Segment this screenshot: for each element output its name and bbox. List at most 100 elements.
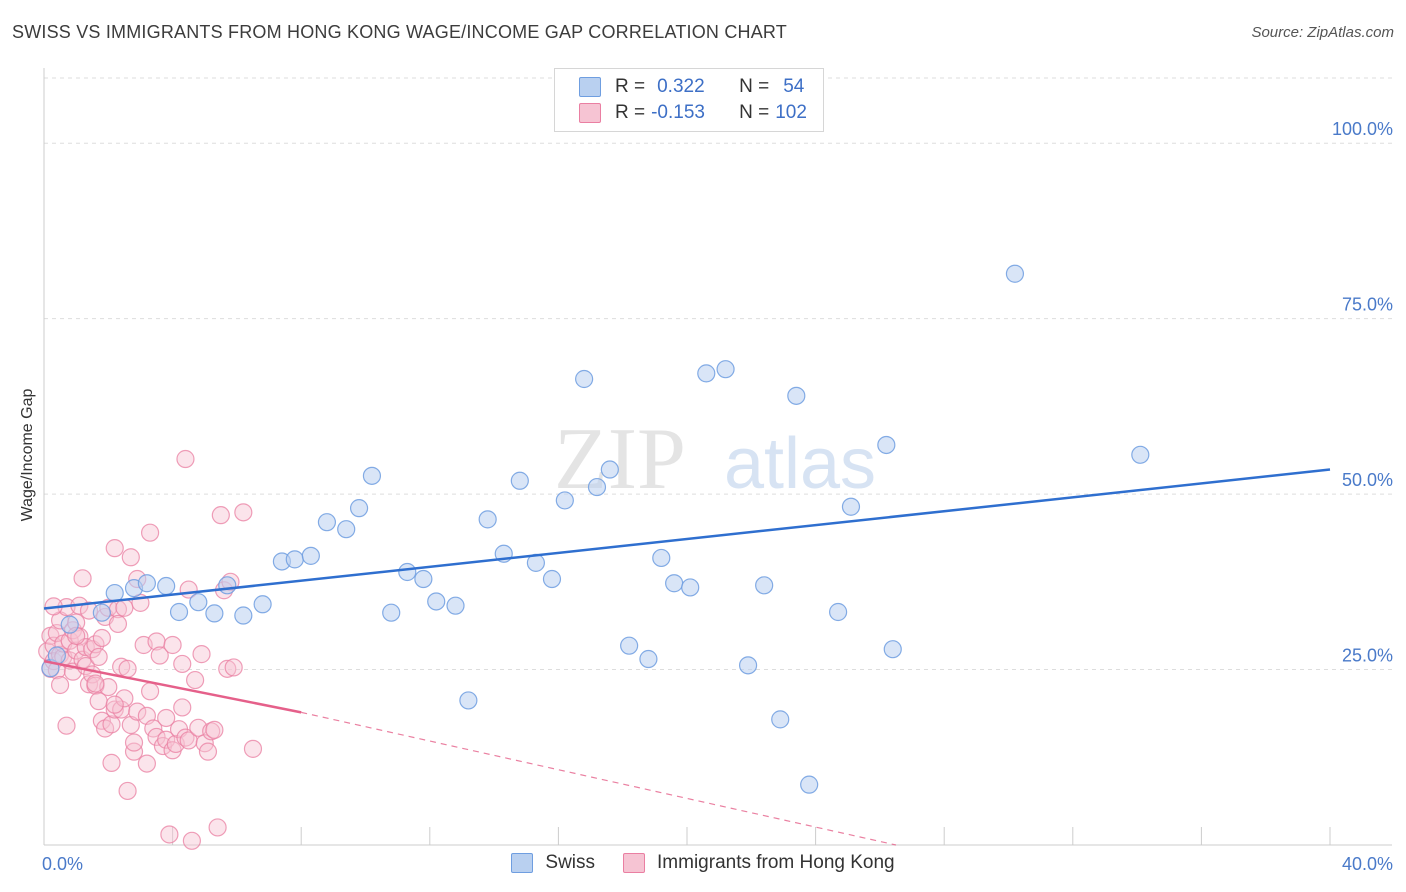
data-point-swiss bbox=[285, 550, 304, 569]
data-point-swiss bbox=[620, 636, 639, 655]
data-point-hong-kong bbox=[105, 539, 124, 558]
y-axis-label: Wage/Income Gap bbox=[19, 388, 36, 522]
legend-label: Swiss bbox=[545, 852, 596, 873]
r-value: -0.153 bbox=[651, 102, 705, 123]
swiss-swatch bbox=[511, 853, 534, 873]
data-point-hong-kong bbox=[208, 818, 227, 837]
y-tick-label: 75.0% bbox=[1342, 295, 1393, 315]
data-point-hong-kong bbox=[50, 675, 70, 695]
data-point-hong-kong bbox=[124, 742, 144, 761]
data-point-swiss bbox=[349, 499, 369, 518]
data-point-hong-kong bbox=[92, 628, 111, 648]
legend-item-swiss[interactable]: Swiss bbox=[511, 852, 595, 874]
data-point-hong-kong bbox=[224, 658, 243, 677]
correlation-legend: R = 0.322 N = 54 R = -0.153 N = 102 bbox=[554, 68, 824, 132]
y-tick-label: 50.0% bbox=[1342, 470, 1393, 490]
data-point-swiss bbox=[787, 386, 806, 405]
data-point-swiss bbox=[427, 592, 446, 611]
r-value: 0.322 bbox=[657, 76, 705, 97]
data-point-swiss bbox=[510, 471, 529, 490]
n-label: N = bbox=[739, 102, 770, 123]
data-point-hong-kong bbox=[218, 659, 237, 678]
x-tick-label-min: 0.0% bbox=[42, 854, 83, 874]
legend-row-hong-kong: R = -0.153 N = 102 bbox=[579, 101, 807, 125]
data-point-swiss bbox=[697, 364, 716, 383]
data-point-hong-kong bbox=[176, 449, 195, 469]
data-point-swiss bbox=[877, 435, 896, 455]
data-point-hong-kong bbox=[118, 781, 137, 801]
data-point-hong-kong bbox=[198, 742, 218, 761]
data-point-hong-kong bbox=[108, 614, 128, 634]
data-point-swiss bbox=[800, 775, 819, 794]
data-point-hong-kong bbox=[186, 670, 205, 690]
data-point-hong-kong bbox=[182, 831, 201, 850]
data-point-swiss bbox=[681, 578, 700, 597]
data-point-hong-kong bbox=[73, 569, 92, 588]
axes bbox=[43, 68, 1392, 846]
data-point-hong-kong bbox=[160, 825, 179, 844]
data-point-hong-kong bbox=[67, 641, 86, 660]
data-point-hong-kong bbox=[243, 739, 263, 758]
data-point-swiss bbox=[398, 562, 417, 582]
data-point-hong-kong bbox=[192, 645, 211, 664]
data-point-swiss bbox=[587, 477, 607, 497]
data-point-swiss bbox=[218, 576, 237, 595]
data-point-swiss bbox=[542, 569, 562, 589]
data-point-swiss bbox=[189, 593, 208, 612]
data-point-swiss bbox=[600, 460, 619, 479]
data-point-hong-kong bbox=[211, 506, 230, 525]
data-point-hong-kong bbox=[157, 708, 176, 728]
data-point-swiss bbox=[205, 604, 224, 623]
chart-title: SWISS VS IMMIGRANTS FROM HONG KONG WAGE/… bbox=[12, 22, 787, 42]
data-point-hong-kong bbox=[140, 682, 160, 701]
data-point-hong-kong bbox=[115, 598, 134, 617]
trend-line-hong-kong bbox=[43, 659, 302, 714]
data-point-swiss bbox=[157, 576, 176, 596]
data-point-swiss bbox=[555, 491, 574, 510]
data-point-hong-kong bbox=[121, 548, 140, 567]
data-point-swiss bbox=[639, 649, 658, 669]
data-point-swiss bbox=[478, 510, 497, 529]
trend-line-hong-kong-extrapolated bbox=[301, 711, 897, 846]
watermark-atlas: atlas bbox=[724, 424, 876, 504]
watermark-zip: ZIP bbox=[554, 411, 686, 508]
data-point-hong-kong bbox=[173, 698, 192, 717]
source-label: Source: ZipAtlas.com bbox=[1251, 24, 1394, 41]
tick-labels: 25.0% 50.0% 75.0% 100.0% 0.0% 40.0% bbox=[42, 119, 1393, 874]
n-value: 102 bbox=[775, 102, 807, 123]
data-point-hong-kong bbox=[150, 646, 169, 665]
x-tick-label-max: 40.0% bbox=[1342, 854, 1393, 874]
trend-lines bbox=[43, 468, 1331, 846]
n-value: 54 bbox=[783, 76, 805, 97]
data-point-swiss bbox=[716, 360, 735, 379]
data-point-hong-kong bbox=[115, 689, 134, 708]
data-point-swiss bbox=[738, 656, 758, 675]
data-point-swiss bbox=[883, 640, 902, 659]
data-point-swiss bbox=[414, 569, 433, 589]
data-point-hong-kong bbox=[163, 635, 182, 655]
data-point-swiss bbox=[234, 606, 253, 625]
trend-line-swiss bbox=[43, 468, 1331, 610]
data-point-hong-kong bbox=[102, 715, 121, 734]
data-point-swiss bbox=[829, 602, 848, 622]
data-point-swiss bbox=[317, 513, 337, 532]
data-point-hong-kong bbox=[176, 728, 195, 747]
data-point-swiss bbox=[841, 497, 861, 516]
data-point-swiss bbox=[137, 574, 156, 593]
y-tick-label: 25.0% bbox=[1342, 646, 1393, 666]
legend-label: Immigrants from Hong Kong bbox=[657, 852, 895, 873]
swiss-swatch bbox=[579, 77, 601, 97]
data-point-swiss bbox=[459, 691, 478, 710]
n-label: N = bbox=[739, 76, 770, 97]
data-point-swiss bbox=[665, 574, 684, 593]
data-point-swiss bbox=[1005, 264, 1025, 283]
legend-item-hong-kong[interactable]: Immigrants from Hong Kong bbox=[623, 852, 895, 874]
data-point-hong-kong bbox=[124, 733, 144, 752]
data-point-swiss bbox=[382, 603, 401, 622]
data-point-hong-kong bbox=[79, 675, 99, 694]
data-point-swiss bbox=[169, 602, 189, 622]
data-point-hong-kong bbox=[234, 503, 253, 522]
data-point-hong-kong bbox=[137, 754, 156, 773]
legend-row-swiss: R = 0.322 N = 54 bbox=[579, 75, 804, 99]
